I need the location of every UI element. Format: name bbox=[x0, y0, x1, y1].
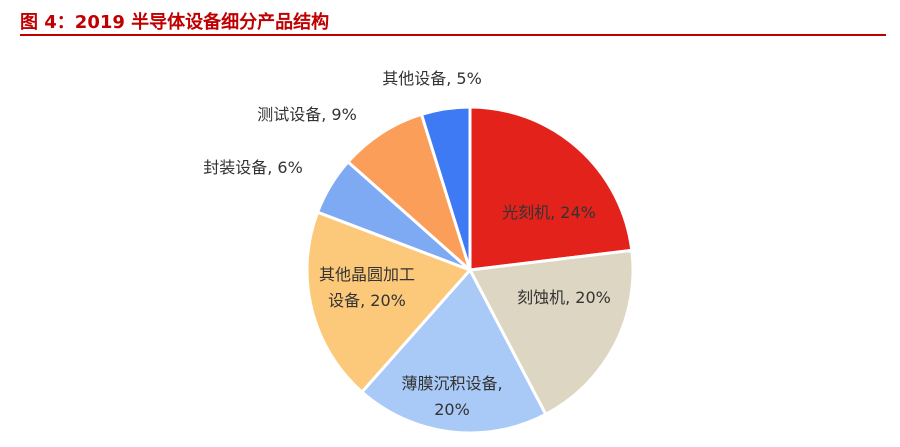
slice-label-1: 刻蚀机, 20% bbox=[517, 288, 611, 307]
slice-label-line: 设备, 20% bbox=[328, 291, 406, 310]
slice-label-4: 封装设备, 6% bbox=[203, 158, 303, 177]
slice-label-line: 薄膜沉积设备, bbox=[401, 374, 502, 393]
slice-label-line: 刻蚀机, 20% bbox=[517, 288, 611, 307]
slice-label-line: 封装设备, 6% bbox=[203, 158, 303, 177]
slice-label-5: 测试设备, 9% bbox=[257, 105, 357, 124]
slice-label-line: 其他设备, 5% bbox=[382, 69, 482, 88]
slice-label-line: 光刻机, 24% bbox=[502, 203, 596, 222]
slice-label-line: 其他晶圆加工 bbox=[319, 265, 415, 284]
pie-slices bbox=[305, 105, 635, 435]
pie-slice-3 bbox=[305, 210, 472, 394]
pie-slice-0 bbox=[468, 105, 634, 272]
pie-slice-6 bbox=[420, 105, 472, 272]
figure-title: 图 4：2019 半导体设备细分产品结构 bbox=[20, 12, 330, 33]
slice-label-2: 薄膜沉积设备, 20% bbox=[401, 374, 502, 419]
slice-label-6: 其他设备, 5% bbox=[382, 69, 482, 88]
slice-label-line: 20% bbox=[434, 400, 470, 419]
title-underline bbox=[20, 34, 886, 36]
figure-header: 图 4：2019 半导体设备细分产品结构 bbox=[0, 0, 900, 40]
pie-labels: 光刻机, 24% 刻蚀机, 20% 薄膜沉积设备, 20% 其他晶圆加工设备, 20% 封… bbox=[203, 69, 611, 419]
pie-slice-5 bbox=[346, 112, 472, 272]
pie-slice-2 bbox=[360, 268, 548, 435]
pie-slice-1 bbox=[468, 248, 635, 416]
slice-label-line: 测试设备, 9% bbox=[257, 105, 357, 124]
slice-label-3: 其他晶圆加工设备, 20% bbox=[319, 265, 415, 310]
slice-label-0: 光刻机, 24% bbox=[502, 203, 596, 222]
